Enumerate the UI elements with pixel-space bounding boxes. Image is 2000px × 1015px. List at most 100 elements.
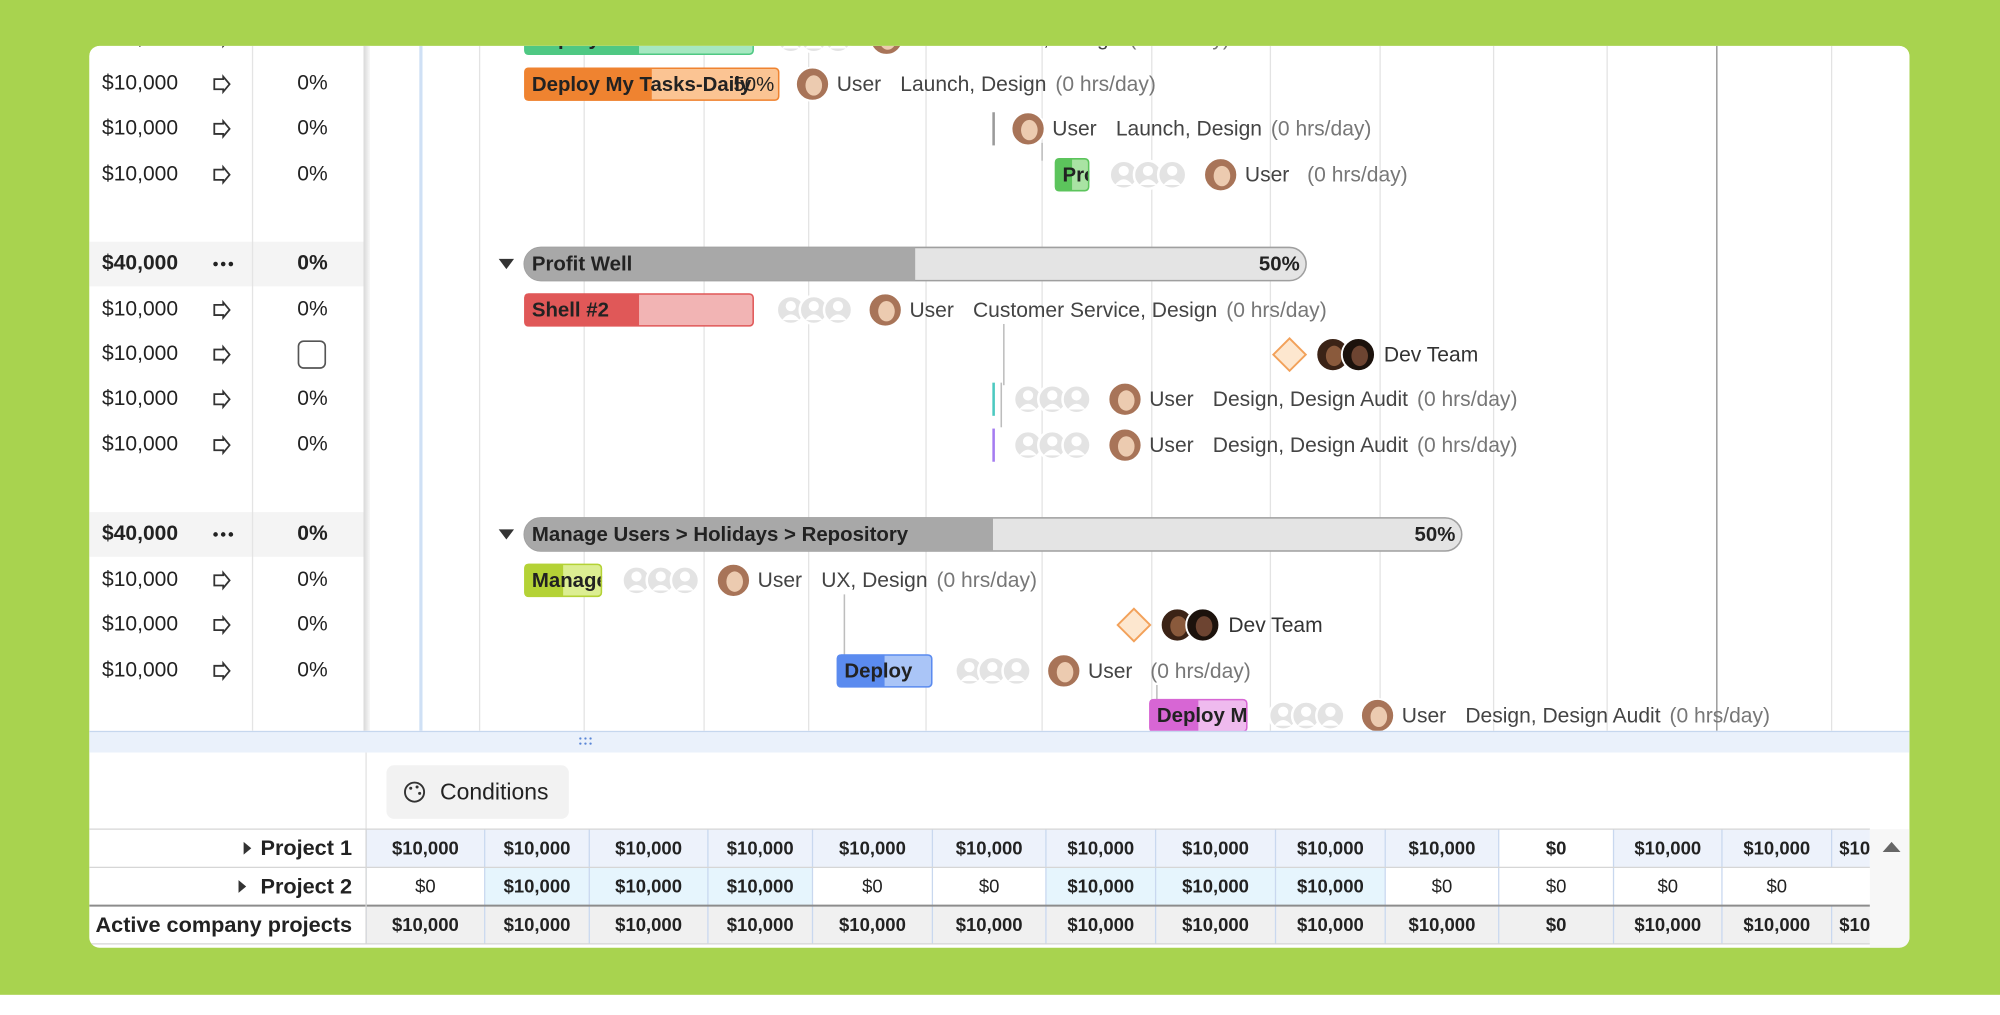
empty-avatar-head bbox=[1301, 706, 1312, 717]
conditions-button[interactable] bbox=[386, 765, 569, 819]
cell-bg bbox=[1155, 905, 1276, 944]
empty-avatar-body bbox=[781, 45, 800, 49]
empty-avatar-head bbox=[1325, 706, 1336, 717]
empty-avatar-body bbox=[1043, 449, 1062, 456]
cell-bg bbox=[484, 829, 590, 868]
cell-bg bbox=[932, 829, 1046, 868]
task-hours: (0 hrs/day) bbox=[1129, 27, 1230, 50]
empty-avatar bbox=[775, 45, 807, 54]
resize-handle-dot[interactable] bbox=[589, 742, 592, 745]
resize-bar bbox=[89, 730, 1910, 753]
cell-bg bbox=[1045, 867, 1156, 906]
empty-avatar-body bbox=[960, 675, 979, 682]
card-content: $10,000 0% $10,000 0% $10,000 0% $10,000 0% $40,… bbox=[89, 22, 1910, 948]
empty-avatar-body bbox=[1163, 179, 1182, 185]
empty-avatar-body bbox=[627, 584, 646, 591]
scroll-up[interactable] bbox=[1882, 841, 1901, 853]
resize-handle-dot[interactable] bbox=[584, 737, 587, 740]
cell-bg bbox=[1721, 905, 1832, 944]
task-bar[interactable]: Deploy My Tasks-Daily bbox=[524, 67, 780, 101]
cell-bg bbox=[366, 905, 485, 944]
row-label: Project 2 bbox=[260, 873, 352, 898]
cell-value: $10,000 bbox=[1067, 837, 1134, 858]
avatar-face bbox=[1195, 616, 1213, 637]
empty-avatar-head bbox=[808, 301, 819, 312]
left-bg bbox=[89, 45, 364, 731]
resize-handle-dot[interactable] bbox=[579, 737, 582, 740]
cell-bg bbox=[1498, 867, 1614, 906]
more-icon-dot bbox=[213, 261, 218, 267]
cell-bg bbox=[1045, 905, 1156, 944]
empty-avatar-body bbox=[1139, 179, 1157, 185]
group-toggle[interactable] bbox=[498, 258, 515, 270]
task-bar[interactable]: Pro bbox=[1054, 158, 1097, 192]
link-icon bbox=[213, 164, 231, 185]
cell-value: $10,000 bbox=[1839, 914, 1906, 935]
cost: $40,000 bbox=[102, 522, 178, 545]
task-bar[interactable]: Manage bbox=[524, 563, 608, 597]
resize-handle-dot[interactable] bbox=[584, 742, 587, 745]
task-bar[interactable]: Shell #2 bbox=[524, 293, 754, 327]
cell-value: $10,000 bbox=[1182, 914, 1249, 935]
cell-value: $10,000 bbox=[615, 837, 682, 858]
group-toggle[interactable] bbox=[498, 529, 515, 540]
assignee: User bbox=[911, 27, 955, 50]
task-hours: (0 hrs/day) bbox=[1055, 73, 1156, 96]
task-tags: UX, Design bbox=[821, 569, 927, 592]
cost: $10,000 bbox=[102, 387, 178, 410]
avatar-face bbox=[1117, 436, 1135, 457]
cell-value: $10,000 bbox=[615, 914, 682, 935]
cell-value: $0 bbox=[862, 876, 883, 897]
cell-value: $0 bbox=[415, 876, 436, 897]
cell-bg bbox=[1721, 829, 1832, 868]
left-panel: $10,000 0% $10,000 0% $10,000 0% $10,000 0% $40,… bbox=[89, 45, 364, 731]
task-tags: Launch, Design bbox=[974, 27, 1120, 50]
cell-bg bbox=[1385, 867, 1499, 906]
cell-value: $10,000 bbox=[956, 914, 1023, 935]
task-label: Deploy My Tasks-Daily bbox=[532, 74, 752, 96]
row-label: Project 1 bbox=[260, 835, 352, 860]
empty-avatar-body bbox=[676, 584, 694, 591]
cell-bg bbox=[1613, 867, 1722, 906]
cell-bg bbox=[812, 829, 933, 868]
assignee: User bbox=[837, 73, 881, 96]
assignee: User bbox=[1149, 434, 1193, 457]
percent: 0% bbox=[297, 522, 328, 545]
avatar-face bbox=[726, 571, 743, 592]
palette-icon-dot bbox=[418, 791, 422, 795]
bottom-strip bbox=[0, 994, 2000, 1015]
conditions-label[interactable]: Conditions bbox=[440, 778, 548, 804]
task-tags: Design, Design Audit bbox=[1465, 704, 1660, 727]
empty-avatar-head bbox=[832, 301, 844, 312]
task-hours: (0 hrs/day) bbox=[936, 569, 1037, 592]
resize-handle-dot[interactable] bbox=[579, 742, 582, 745]
empty-avatar-head bbox=[631, 571, 642, 582]
task-tags: Design, Design Audit bbox=[1213, 388, 1408, 411]
row-expand[interactable] bbox=[238, 880, 247, 893]
assignee: User bbox=[1245, 164, 1289, 187]
cell-value: $10,000 bbox=[727, 876, 794, 897]
empty-avatar-head bbox=[1022, 436, 1034, 447]
cell-value: $10,000 bbox=[1067, 876, 1134, 897]
link-icon bbox=[213, 118, 231, 139]
cell-value: $10,000 bbox=[1409, 837, 1476, 858]
task-bar[interactable]: Deploy M bbox=[1149, 698, 1248, 732]
palette-icon-dot bbox=[409, 786, 413, 790]
percent: 0% bbox=[297, 613, 327, 636]
task-label: Shell #2 bbox=[532, 300, 609, 322]
task-bar[interactable]: Deploy Post-Initial bbox=[524, 22, 754, 55]
palette-icon bbox=[404, 781, 426, 803]
resize-handle-dot[interactable] bbox=[589, 737, 592, 740]
assignee: User bbox=[1052, 118, 1096, 141]
cell-value: $10,000 bbox=[1297, 914, 1364, 935]
task-bar[interactable]: Deploy bbox=[836, 654, 933, 688]
cost: $10,000 bbox=[102, 72, 178, 95]
empty-avatar-body bbox=[651, 584, 670, 591]
checkbox[interactable] bbox=[297, 340, 327, 369]
assignee: User bbox=[909, 299, 953, 322]
cell-value: $0 bbox=[1546, 914, 1567, 935]
percent: 0% bbox=[297, 252, 328, 275]
row-expand[interactable] bbox=[243, 841, 252, 855]
